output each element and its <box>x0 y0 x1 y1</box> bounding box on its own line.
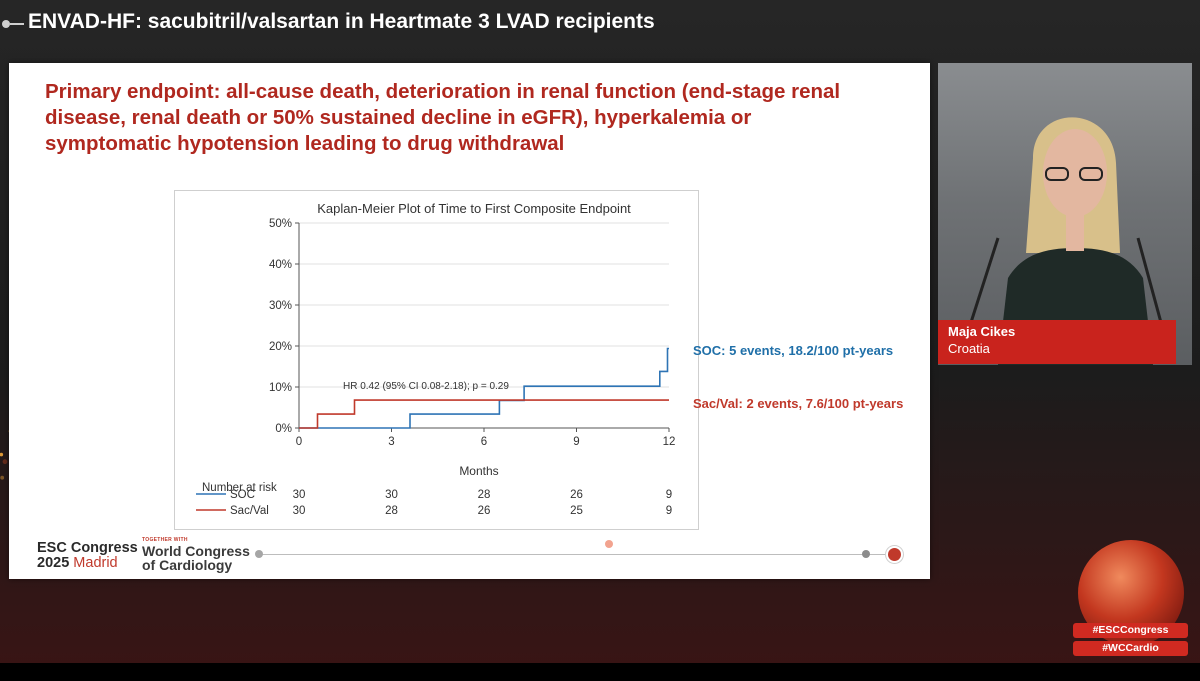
sacval-curve <box>299 399 669 429</box>
esc-logo-line1: ESC Congress <box>37 540 138 556</box>
progress-dot <box>862 550 870 558</box>
wcc-logo-line2: of Cardiology <box>142 557 233 573</box>
hashtag-wcc: #WCCardio <box>1073 641 1188 656</box>
risk-value: 28 <box>478 489 491 501</box>
soc-events-annotation: SOC: 5 events, 18.2/100 pt-years <box>693 343 894 358</box>
progress-end-dot <box>888 548 901 561</box>
risk-value: 26 <box>570 489 583 501</box>
risk-value: 25 <box>570 505 583 517</box>
sacval-events-annotation: Sac/Val: 2 events, 7.6/100 pt-years <box>693 396 904 411</box>
risk-value: 30 <box>293 489 306 501</box>
x-tick-label: 12 <box>663 436 676 448</box>
speaker-country: Croatia <box>948 341 990 356</box>
chart-frame <box>174 190 699 530</box>
x-tick-label: 9 <box>573 436 579 448</box>
risk-row-label: SOC <box>230 489 255 501</box>
world-congress-logo: TOGETHER WITH World Congress of Cardiolo… <box>142 537 250 572</box>
hashtag-esc-congress: #ESCCongress <box>1073 623 1188 638</box>
speaker-name: Maja Cikes <box>948 324 1016 339</box>
esc-logo-year: 2025 <box>37 555 70 571</box>
primary-endpoint-text: Primary endpoint: all-cause death, deter… <box>45 80 841 155</box>
particle <box>2 459 8 465</box>
progress-marker-dot <box>605 540 613 548</box>
risk-value: 28 <box>385 505 398 517</box>
chart-title: Kaplan-Meier Plot of Time to First Compo… <box>317 201 631 216</box>
y-tick-label: 50% <box>269 218 292 230</box>
x-tick-label: 0 <box>296 436 302 448</box>
risk-value: 30 <box>385 489 398 501</box>
x-tick-label: 3 <box>388 436 394 448</box>
risk-table-title: Number at risk <box>202 482 277 494</box>
risk-value: 30 <box>293 505 306 517</box>
esc-congress-logo: ESC Congress 2025 Madrid <box>37 541 138 571</box>
presentation-slide: Primary endpoint: all-cause death, deter… <box>9 63 930 579</box>
slide-progress-track <box>259 554 895 555</box>
particle <box>0 475 5 480</box>
session-title: ENVAD-HF: sacubitril/valsartan in Heartm… <box>28 10 655 33</box>
bottom-black-bar <box>0 663 1200 681</box>
progress-start-dot <box>255 550 263 558</box>
speaker-lower-third: Maja Cikes Croatia <box>938 320 1176 364</box>
title-line-decoration <box>10 23 24 25</box>
risk-row-label: Sac/Val <box>230 505 269 517</box>
esc-logo-city: Madrid <box>73 555 118 571</box>
hazard-ratio-annotation: HR 0.42 (95% CI 0.08-2.18); p = 0.29 <box>343 381 509 392</box>
y-tick-label: 10% <box>269 382 292 394</box>
y-tick-label: 40% <box>269 259 292 271</box>
y-tick-label: 0% <box>275 423 292 435</box>
top-bar: ENVAD-HF: sacubitril/valsartan in Heartm… <box>0 0 1200 52</box>
risk-value: 9 <box>666 489 672 501</box>
title-dot-icon <box>2 20 10 28</box>
risk-value: 9 <box>666 505 672 517</box>
kaplan-meier-chart: Kaplan-Meier Plot of Time to First Compo… <box>174 190 699 530</box>
wcc-logo-small-text: TOGETHER WITH <box>142 537 188 543</box>
x-tick-label: 6 <box>481 436 487 448</box>
y-tick-label: 20% <box>269 341 292 353</box>
y-tick-label: 30% <box>269 300 292 312</box>
risk-value: 26 <box>478 505 491 517</box>
particle <box>0 452 4 457</box>
soc-curve <box>299 347 669 429</box>
wcc-logo-line1: World Congress <box>142 543 250 559</box>
x-axis-label: Months <box>459 464 498 478</box>
